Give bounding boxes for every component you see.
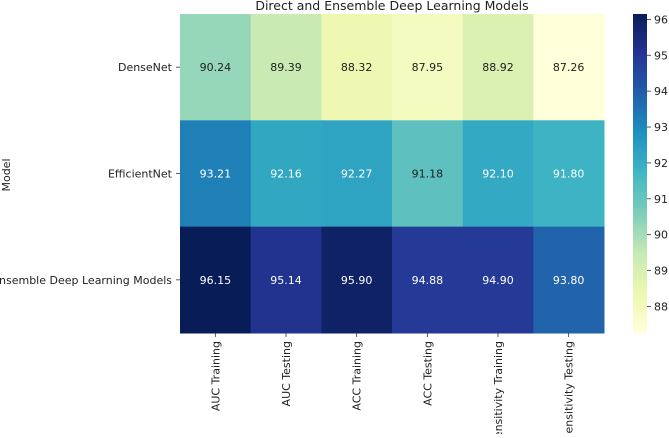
heatmap-cell-densenet-auc-testing (250, 14, 322, 121)
colorbar-tick-label: 93 (654, 121, 668, 134)
heatmap-cell-efficientnet-sensitivity-training (462, 120, 534, 228)
cell-value-label: 94.90 (482, 274, 514, 287)
heatmap-cell-densenet-auc-training (180, 14, 252, 121)
column-labels: AUC Training AUC Testing ACC Training ACC T… (209, 333, 576, 438)
colorbar-tick-label: 92 (654, 157, 668, 170)
cell-value-label: 93.21 (200, 168, 232, 181)
column-label-auc-training: AUC Training (209, 341, 222, 411)
heatmap-cell-efficientnet-auc-testing (250, 120, 322, 228)
column-label-sensitivity-testing: Sensitivity Testing (563, 341, 576, 434)
cell-value-label: 96.15 (200, 274, 232, 287)
heatmap-cell-efficientnet-acc-testing (392, 120, 464, 228)
colorbar-tick-label: 89 (654, 265, 668, 278)
cell-value-label: 90.24 (200, 61, 232, 74)
row-labels: DenseNet EfficientNet Ensemble Deep Learni… (0, 61, 180, 287)
colorbar-tick-label: 88 (654, 300, 668, 313)
colorbar-tick-label: 95 (654, 49, 668, 62)
heatmap-cell-densenet-sensitivity-testing (533, 14, 605, 121)
heatmap-cell-ensemble-deep-learning-models-sensitivity-testing (533, 226, 605, 334)
cell-value-label: 91.18 (412, 168, 444, 181)
cell-value-label: 92.10 (482, 168, 514, 181)
heatmap-cell-efficientnet-acc-training (321, 120, 393, 228)
cell-value-label: 87.26 (553, 61, 585, 74)
heatmap-cell-ensemble-deep-learning-models-acc-testing (392, 226, 464, 334)
heatmap-cell-densenet-acc-training (321, 14, 393, 121)
cell-value-label: 91.80 (553, 168, 585, 181)
heatmap-cell-ensemble-deep-learning-models-sensitivity-training (462, 226, 534, 334)
cell-value-label: 87.95 (412, 61, 444, 74)
row-label-ensemble-deep-learning-models: Ensemble Deep Learning Models (0, 274, 172, 287)
heatmap-cells: 90.24 89.39 88.32 87.95 88.92 87.26 93.21 92.16… (180, 14, 605, 334)
colorbar-tick-label: 96 (654, 13, 668, 26)
cell-value-label: 88.92 (482, 61, 514, 74)
cell-value-label: 95.90 (341, 274, 373, 287)
row-label-densenet: DenseNet (118, 61, 173, 74)
column-label-sensitivity-training: Sensitivity Training (492, 341, 505, 434)
cell-value-label: 95.14 (270, 274, 302, 287)
y-axis-label: Model (0, 158, 13, 191)
colorbar (633, 14, 647, 333)
column-label-auc-testing: AUC Testing (280, 341, 293, 406)
chart-title: Direct and Ensemble Deep Learning Models (255, 0, 528, 13)
column-label-acc-training: ACC Training (351, 341, 364, 411)
colorbar-ticks: 88 89 90 91 92 93 94 95 96 (647, 13, 668, 313)
heatmap-cell-efficientnet-auc-training (180, 120, 252, 228)
heatmap-cell-ensemble-deep-learning-models-auc-testing (250, 226, 322, 334)
colorbar-tick-label: 94 (654, 85, 668, 98)
cell-value-label: 92.16 (270, 168, 302, 181)
colorbar-tick-label: 91 (654, 193, 668, 206)
column-label-acc-testing: ACC Testing (421, 341, 434, 406)
heatmap-cell-densenet-sensitivity-training (462, 14, 534, 121)
cell-value-label: 94.88 (412, 274, 444, 287)
colorbar-tick-label: 90 (654, 229, 668, 242)
heatmap-cell-efficientnet-sensitivity-testing (533, 120, 605, 228)
heatmap-cell-ensemble-deep-learning-models-auc-training (180, 226, 252, 334)
cell-value-label: 93.80 (553, 274, 585, 287)
heatmap-cell-ensemble-deep-learning-models-acc-training (321, 226, 393, 334)
cell-value-label: 92.27 (341, 168, 373, 181)
row-label-efficientnet: EfficientNet (108, 168, 173, 181)
cell-value-label: 89.39 (270, 61, 302, 74)
heatmap-cell-densenet-acc-testing (392, 14, 464, 121)
cell-value-label: 88.32 (341, 61, 373, 74)
